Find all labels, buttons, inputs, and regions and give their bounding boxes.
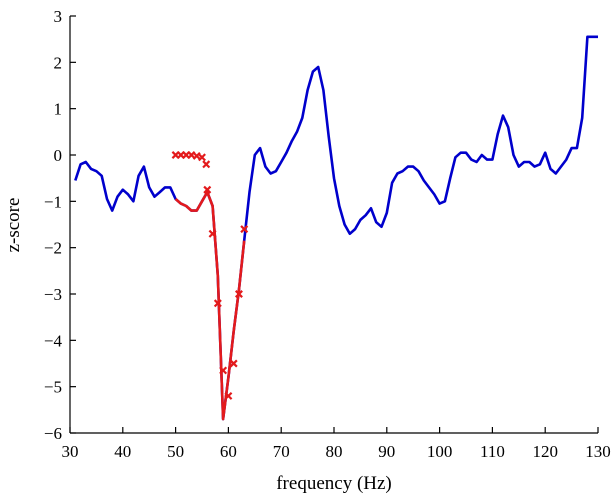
cross-marker — [202, 160, 211, 169]
x-tick-label: 80 — [326, 442, 343, 461]
series-layer — [74, 35, 598, 421]
y-tick-label: 3 — [54, 7, 63, 26]
y-ticks: 3 2 1 0 −1 −2 −3 −4 −5 −6 — [44, 7, 76, 443]
x-tick-label: 100 — [427, 442, 453, 461]
cross-marker — [213, 299, 222, 308]
x-tick-label: 90 — [378, 442, 395, 461]
marker-layer — [171, 151, 249, 400]
cross-marker — [203, 185, 212, 194]
x-tick-label: 70 — [273, 442, 290, 461]
axes — [69, 16, 598, 434]
cross-marker — [192, 151, 201, 160]
y-tick-label: −2 — [44, 239, 62, 258]
x-tick-label: 50 — [167, 442, 184, 461]
x-axis-label: frequency (Hz) — [276, 473, 392, 494]
y-tick-label: −1 — [44, 192, 62, 211]
x-tick-label: 60 — [220, 442, 237, 461]
x-ticks: 30 40 50 60 70 80 90 100 110 120 130 — [62, 427, 611, 461]
x-tick-label: 40 — [114, 442, 131, 461]
y-tick-label: 0 — [54, 146, 63, 165]
cross-marker — [240, 225, 249, 234]
cross-marker — [229, 359, 238, 368]
cross-marker — [234, 290, 243, 298]
y-tick-label: −6 — [44, 424, 62, 443]
cross-marker — [219, 366, 228, 375]
y-tick-label: −5 — [44, 378, 62, 397]
series-line-0 — [74, 35, 598, 421]
y-tick-label: 1 — [54, 100, 63, 119]
x-tick-label: 30 — [62, 442, 79, 461]
x-tick-label: 110 — [480, 442, 505, 461]
y-tick-label: −4 — [44, 331, 63, 350]
x-tick-label: 120 — [532, 442, 558, 461]
x-tick-label: 130 — [585, 442, 611, 461]
cross-marker — [208, 229, 217, 238]
y-tick-label: −3 — [44, 285, 62, 304]
y-axis-label: z-score — [3, 198, 24, 253]
cross-marker — [198, 153, 206, 162]
cross-marker — [224, 391, 233, 400]
series-line-1 — [174, 190, 246, 421]
y-tick-label: 2 — [54, 53, 63, 72]
